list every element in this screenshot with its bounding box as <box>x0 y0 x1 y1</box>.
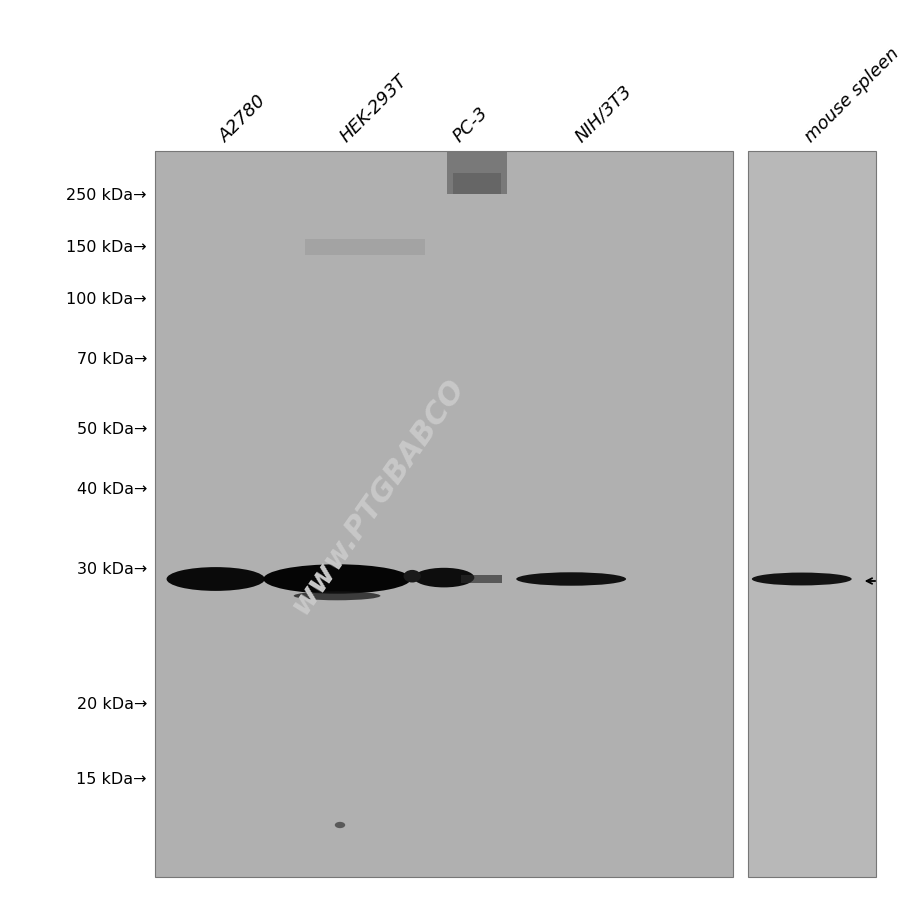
Ellipse shape <box>414 568 474 588</box>
Bar <box>453 173 501 195</box>
Text: mouse spleen: mouse spleen <box>802 44 900 146</box>
Ellipse shape <box>335 822 346 828</box>
Text: 250 kDa→: 250 kDa→ <box>67 188 147 202</box>
Text: NIH/3T3: NIH/3T3 <box>572 82 635 146</box>
Bar <box>748 152 876 877</box>
Ellipse shape <box>752 573 851 585</box>
Text: 50 kDa→: 50 kDa→ <box>76 422 147 437</box>
Bar <box>462 575 502 584</box>
Bar <box>748 152 876 877</box>
Bar <box>155 152 733 877</box>
Ellipse shape <box>166 567 265 591</box>
Text: 70 kDa→: 70 kDa→ <box>76 352 147 367</box>
Bar <box>447 152 507 195</box>
Text: 20 kDa→: 20 kDa→ <box>76 696 147 712</box>
Ellipse shape <box>403 570 421 583</box>
Text: A2780: A2780 <box>216 92 270 146</box>
Text: 30 kDa→: 30 kDa→ <box>76 562 147 577</box>
Ellipse shape <box>293 592 381 601</box>
Text: HEK-293T: HEK-293T <box>338 72 411 146</box>
Text: www.PTGBABCO: www.PTGBABCO <box>285 373 471 619</box>
Text: 100 kDa→: 100 kDa→ <box>67 292 147 308</box>
Text: PC-3: PC-3 <box>450 104 492 146</box>
Ellipse shape <box>517 573 626 586</box>
Text: 15 kDa→: 15 kDa→ <box>76 771 147 787</box>
Ellipse shape <box>264 565 410 594</box>
Text: 40 kDa→: 40 kDa→ <box>76 482 147 497</box>
Bar <box>155 152 733 877</box>
Text: 150 kDa→: 150 kDa→ <box>67 240 147 255</box>
Bar <box>305 240 425 255</box>
